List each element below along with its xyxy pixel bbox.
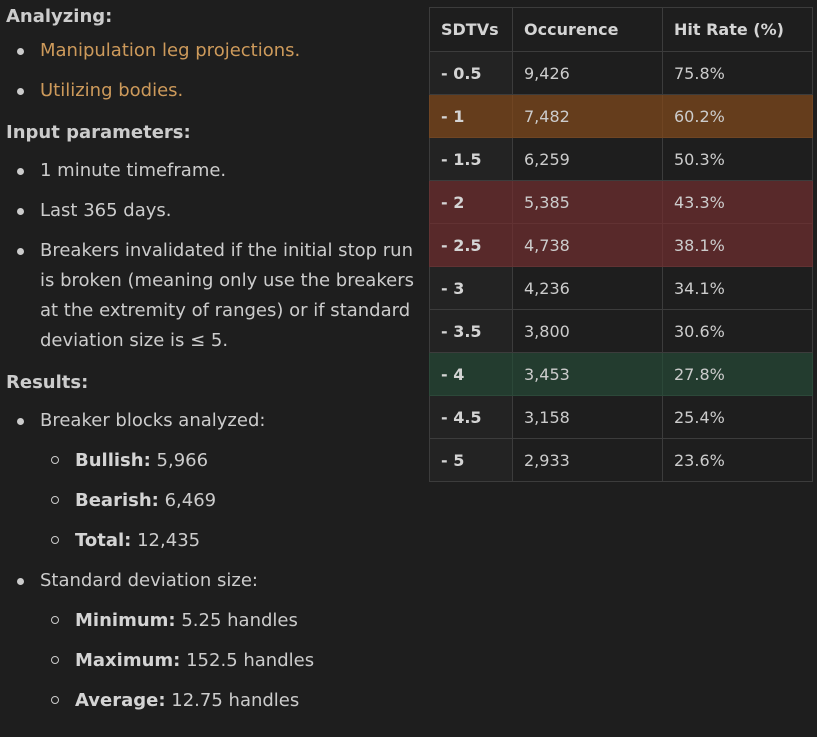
input-parameters-heading: Input parameters:: [6, 122, 191, 143]
header-occurence: Occurence: [512, 7, 663, 52]
results-heading: Results:: [6, 372, 89, 393]
occurrence-cell: 4,738: [512, 223, 663, 267]
table-row: - 5 2,933 23.6%: [429, 438, 813, 482]
sdtv-cell: - 0.5: [429, 51, 513, 95]
sdtv-cell: - 2: [429, 180, 513, 224]
occurrence-cell: 9,426: [512, 51, 663, 95]
table-row: - 2.5 4,738 38.1%: [429, 223, 813, 267]
notes-panel: Analyzing: Manipulation leg projections.…: [6, 0, 421, 726]
sdtv-cell: - 3.5: [429, 309, 513, 353]
maximum-value: 152.5 handles: [186, 650, 315, 671]
minimum-item: Minimum: 5.25 handles: [6, 606, 421, 636]
std-deviation-label: Standard deviation size:: [40, 570, 258, 591]
total-item: Total: 12,435: [6, 526, 421, 556]
average-item: Average: 12.75 handles: [6, 686, 421, 716]
occurrence-cell: 3,800: [512, 309, 663, 353]
maximum-item: Maximum: 152.5 handles: [6, 646, 421, 676]
hit-rate-cell: 75.8%: [662, 51, 813, 95]
hit-rate-cell: 50.3%: [662, 137, 813, 181]
hit-rate-cell: 38.1%: [662, 223, 813, 267]
hit-rate-cell: 60.2%: [662, 94, 813, 138]
bullish-item: Bullish: 5,966: [6, 446, 421, 476]
table-row: - 3.5 3,800 30.6%: [429, 309, 813, 353]
maximum-key: Maximum:: [75, 650, 181, 671]
occurrence-cell: 3,453: [512, 352, 663, 396]
bullish-key: Bullish:: [75, 450, 151, 471]
input-item: 1 minute timeframe.: [6, 156, 421, 186]
std-deviation-sublist: Minimum: 5.25 handles Maximum: 152.5 han…: [6, 606, 421, 716]
hit-rate-cell: 27.8%: [662, 352, 813, 396]
header-hit-rate: Hit Rate (%): [662, 7, 813, 52]
minimum-key: Minimum:: [75, 610, 176, 631]
hit-rate-cell: 25.4%: [662, 395, 813, 439]
average-value: 12.75 handles: [171, 690, 300, 711]
sdtv-cell: - 1: [429, 94, 513, 138]
hit-rate-cell: 23.6%: [662, 438, 813, 482]
occurrence-cell: 5,385: [512, 180, 663, 224]
total-value: 12,435: [137, 530, 201, 551]
analyzing-item: Manipulation leg projections.: [6, 36, 421, 66]
breaker-blocks-label: Breaker blocks analyzed:: [40, 410, 266, 431]
occurrence-cell: 3,158: [512, 395, 663, 439]
breaker-blocks-item: Breaker blocks analyzed: Bullish: 5,966 …: [6, 406, 421, 556]
input-parameters-list: 1 minute timeframe. Last 365 days. Break…: [6, 156, 421, 356]
analyzing-item: Utilizing bodies.: [6, 76, 421, 106]
sdtv-cell: - 4.5: [429, 395, 513, 439]
analyzing-list: Manipulation leg projections. Utilizing …: [6, 36, 421, 106]
bearish-value: 6,469: [164, 490, 217, 511]
input-item: Last 365 days.: [6, 196, 421, 226]
table-row: - 4 3,453 27.8%: [429, 352, 813, 396]
occurrence-cell: 7,482: [512, 94, 663, 138]
breaker-blocks-sublist: Bullish: 5,966 Bearish: 6,469 Total: 12,…: [6, 446, 421, 556]
analyzing-heading: Analyzing:: [6, 6, 113, 27]
sdtv-cell: - 1.5: [429, 137, 513, 181]
occurrence-cell: 2,933: [512, 438, 663, 482]
total-key: Total:: [75, 530, 132, 551]
sdtv-table: SDTVs Occurence Hit Rate (%) - 0.5 9,426…: [429, 7, 813, 482]
bullish-value: 5,966: [156, 450, 209, 471]
table-row: - 0.5 9,426 75.8%: [429, 51, 813, 95]
average-key: Average:: [75, 690, 166, 711]
results-list: Breaker blocks analyzed: Bullish: 5,966 …: [6, 406, 421, 716]
table-header-row: SDTVs Occurence Hit Rate (%): [429, 7, 813, 52]
table-row: - 1.5 6,259 50.3%: [429, 137, 813, 181]
bearish-item: Bearish: 6,469: [6, 486, 421, 516]
table-row: - 1 7,482 60.2%: [429, 94, 813, 138]
std-deviation-item: Standard deviation size: Minimum: 5.25 h…: [6, 566, 421, 716]
occurrence-cell: 4,236: [512, 266, 663, 310]
table-row: - 3 4,236 34.1%: [429, 266, 813, 310]
input-item: Breakers invalidated if the initial stop…: [6, 236, 421, 356]
hit-rate-cell: 30.6%: [662, 309, 813, 353]
bearish-key: Bearish:: [75, 490, 159, 511]
table-row: - 2 5,385 43.3%: [429, 180, 813, 224]
minimum-value: 5.25 handles: [181, 610, 298, 631]
header-sdtvs: SDTVs: [429, 7, 513, 52]
table-row: - 4.5 3,158 25.4%: [429, 395, 813, 439]
occurrence-cell: 6,259: [512, 137, 663, 181]
sdtv-cell: - 5: [429, 438, 513, 482]
sdtv-cell: - 4: [429, 352, 513, 396]
hit-rate-cell: 34.1%: [662, 266, 813, 310]
hit-rate-cell: 43.3%: [662, 180, 813, 224]
sdtv-cell: - 3: [429, 266, 513, 310]
sdtv-cell: - 2.5: [429, 223, 513, 267]
